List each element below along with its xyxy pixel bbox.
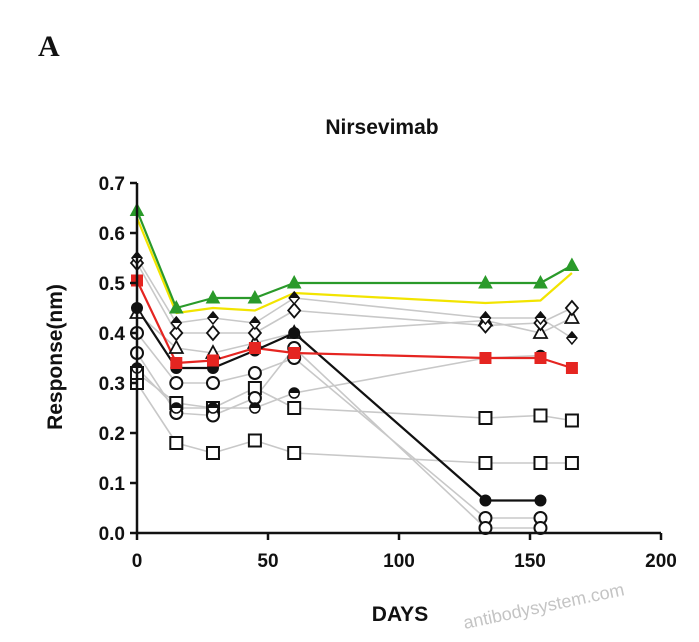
data-point-s6-8 xyxy=(563,309,580,324)
data-point-s7-2 xyxy=(169,324,184,342)
data-point-s1-6 xyxy=(478,456,493,470)
series-line-6 xyxy=(136,312,573,354)
data-point-s1-4 xyxy=(247,433,262,448)
data-point-s5-2 xyxy=(170,402,183,414)
x-axis-label: DAYS xyxy=(372,603,428,626)
data-point-s1-3 xyxy=(205,446,220,460)
series-line-7 xyxy=(136,262,573,334)
data-point-s3-2 xyxy=(169,376,184,390)
data-point-s5-4 xyxy=(249,402,261,414)
data-point-s12-7 xyxy=(533,274,548,289)
data-point-s9-5 xyxy=(288,327,301,339)
data-point-s10-5 xyxy=(288,347,301,359)
data-point-s2-8 xyxy=(564,413,579,428)
data-point-s7-4 xyxy=(247,324,263,342)
data-point-s10-2 xyxy=(170,357,183,369)
y-tick-label-6: 0.5 xyxy=(99,274,126,295)
series-line-10 xyxy=(136,280,573,370)
data-point-s1-2 xyxy=(169,436,184,450)
data-point-s12-6 xyxy=(478,274,493,289)
data-point-s12-8 xyxy=(564,257,580,271)
series-line-9 xyxy=(136,307,541,502)
data-point-s1-5 xyxy=(287,446,302,460)
series-line-8 xyxy=(136,257,573,339)
data-point-s5-3 xyxy=(207,402,219,414)
series-layer xyxy=(128,202,580,535)
data-point-s2-7 xyxy=(533,408,548,423)
x-tick-label-5: 200 xyxy=(645,551,677,572)
data-point-s7-3 xyxy=(205,324,221,342)
data-point-s4-4 xyxy=(247,391,262,405)
x-tick-label-4: 150 xyxy=(514,551,546,572)
data-point-s7-5 xyxy=(287,302,302,319)
data-point-s3-3 xyxy=(205,376,220,390)
data-point-s7-8 xyxy=(564,299,580,317)
y-tick-label-4: 0.3 xyxy=(99,374,125,395)
data-point-s12-5 xyxy=(286,274,302,289)
data-point-s10-7 xyxy=(534,352,547,364)
y-tick-label-7: 0.6 xyxy=(99,224,125,245)
data-point-s8-3 xyxy=(207,310,219,326)
data-point-s5-5 xyxy=(288,387,300,399)
y-tick-label-8: 0.7 xyxy=(99,174,125,195)
data-point-s8-7 xyxy=(534,310,547,326)
data-point-s6-2 xyxy=(168,339,185,354)
data-point-s2-6 xyxy=(478,411,493,425)
chart-title: Nirsevimab xyxy=(325,116,438,139)
data-point-s12-3 xyxy=(205,289,221,304)
data-point-s12-2 xyxy=(168,299,184,314)
x-tick-label-1: 0 xyxy=(132,551,143,572)
data-point-s1-8 xyxy=(564,456,579,470)
x-tick-label-3: 100 xyxy=(383,551,415,572)
y-tick-label-1: 0.0 xyxy=(99,524,125,545)
series-line-1 xyxy=(136,382,572,464)
data-point-s9-6 xyxy=(479,494,492,507)
data-point-s8-4 xyxy=(248,315,261,331)
data-point-s3-4 xyxy=(247,366,262,380)
axes-layer: 0.0 0.1 0.2 0.3 0.4 0.5 0.6 0.7 0 50 100 150 200 xyxy=(99,174,677,572)
data-point-s7-6 xyxy=(478,317,493,334)
data-point-s8-5 xyxy=(288,290,301,306)
data-point-s10-6 xyxy=(479,352,492,364)
y-tick-label-3: 0.2 xyxy=(99,424,125,445)
data-point-s8-2 xyxy=(170,315,183,331)
x-tick-label-2: 50 xyxy=(257,551,278,572)
data-point-s10-4 xyxy=(248,342,261,354)
data-point-s12-4 xyxy=(247,289,263,304)
data-point-s9-7 xyxy=(534,494,547,507)
data-point-s8-6 xyxy=(479,310,492,326)
series-line-2 xyxy=(136,372,573,422)
series-line-12 xyxy=(135,210,573,310)
watermark: antibodysystem.com xyxy=(461,579,626,633)
data-point-s10-3 xyxy=(206,354,219,367)
y-axis-label: Response(nm) xyxy=(44,284,67,430)
y-tick-label-2: 0.1 xyxy=(99,474,126,495)
data-point-s8-8 xyxy=(565,330,578,346)
data-point-s1-7 xyxy=(533,456,548,470)
data-point-s6-7 xyxy=(532,324,549,339)
panel-label: A xyxy=(38,30,60,63)
data-point-s10-8 xyxy=(565,362,578,374)
data-point-s2-5 xyxy=(287,401,302,415)
series-line-11 xyxy=(135,217,573,315)
y-tick-label-5: 0.4 xyxy=(99,324,126,345)
